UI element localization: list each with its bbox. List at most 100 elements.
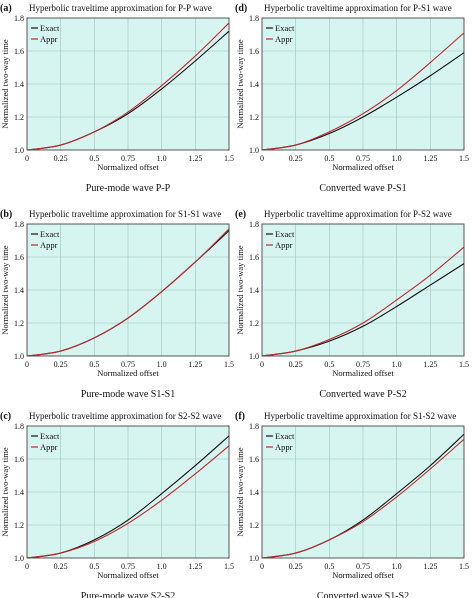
y-tick-label: 1.8 [14, 422, 24, 431]
x-tick-label: 0.25 [289, 562, 303, 571]
x-axis-label: Normalized offset [332, 368, 394, 378]
series-line-appr [261, 32, 465, 151]
y-axis-label: Normalized two-way time [235, 39, 245, 128]
chart-title: Hyperbolic traveltime approximation for … [264, 411, 456, 421]
panel-caption: Pure-mode wave S1-S1 [81, 389, 175, 400]
x-tick-label: 0.25 [54, 562, 68, 571]
legend-label-exact: Exact [40, 229, 60, 239]
y-tick-label: 1.6 [14, 47, 24, 56]
chart-panel-a: (a) Hyperbolic traveltime approximation f… [0, 3, 234, 194]
x-tick-label: 0 [25, 562, 29, 571]
series-line-appr [261, 246, 465, 357]
panel-label: (b) [0, 209, 12, 220]
legend-label-exact: Exact [40, 431, 60, 441]
y-tick-label: 1.4 [249, 80, 259, 89]
y-tick-label: 1.6 [249, 253, 259, 262]
y-tick-label: 1.0 [249, 146, 259, 155]
x-tick-label: 1.0 [157, 562, 167, 571]
y-tick-label: 1.4 [14, 80, 24, 89]
y-tick-label: 1.2 [14, 113, 24, 122]
panel-label: (c) [0, 411, 11, 422]
panel-label: (d) [235, 3, 247, 14]
x-tick-label: 0.75 [356, 154, 370, 163]
x-tick-label: 1.0 [392, 154, 402, 163]
chart-panel-f: (f) Hyperbolic traveltime approximation f… [235, 411, 469, 598]
x-tick-label: 0.75 [356, 562, 370, 571]
plot-frame [26, 17, 230, 151]
y-tick-label: 1.2 [249, 319, 259, 328]
y-tick-label: 1.6 [249, 47, 259, 56]
y-tick-label: 1.2 [249, 113, 259, 122]
x-tick-label: 0.5 [324, 154, 334, 163]
x-tick-label: 0.5 [324, 562, 334, 571]
chart-panel-c: (c) Hyperbolic traveltime approximation f… [0, 411, 234, 598]
y-tick-label: 1.8 [14, 220, 24, 229]
chart-panel-b: (b) Hyperbolic traveltime approximation f… [0, 209, 234, 400]
panel-caption: Pure-mode wave S2-S2 [81, 591, 175, 598]
x-tick-label: 0 [260, 154, 264, 163]
x-tick-label: 1.0 [157, 360, 167, 369]
legend-label-exact: Exact [40, 23, 60, 33]
x-tick-label: 1.25 [423, 562, 437, 571]
x-axis-label: Normalized offset [332, 162, 394, 172]
x-tick-label: 0.5 [89, 154, 99, 163]
y-axis-label: Normalized two-way time [0, 447, 10, 536]
chart-title: Hyperbolic traveltime approximation for … [29, 209, 221, 219]
legend-label-appr: Appr [40, 240, 58, 250]
x-tick-label: 0.25 [54, 154, 68, 163]
plot-frame [261, 425, 465, 559]
plot-frame [261, 17, 465, 151]
x-tick-label: 0.75 [121, 360, 135, 369]
x-tick-label: 1.5 [224, 360, 234, 369]
series-line-appr [26, 22, 230, 151]
x-tick-label: 1.25 [188, 562, 202, 571]
legend-label-appr: Appr [275, 34, 293, 44]
y-tick-label: 1.8 [249, 422, 259, 431]
legend-label-exact: Exact [275, 229, 295, 239]
x-axis-label: Normalized offset [97, 368, 159, 378]
series-line-appr [26, 445, 230, 559]
x-tick-label: 0.25 [54, 360, 68, 369]
series-line-appr [26, 228, 230, 357]
x-axis-label: Normalized offset [97, 570, 159, 580]
x-tick-label: 0.25 [289, 360, 303, 369]
x-tick-label: 1.25 [188, 154, 202, 163]
y-tick-label: 1.8 [249, 14, 259, 23]
series-line-appr [261, 438, 465, 559]
x-tick-label: 0.25 [289, 154, 303, 163]
legend-label-exact: Exact [275, 431, 295, 441]
x-tick-label: 1.25 [423, 360, 437, 369]
x-tick-label: 1.5 [224, 154, 234, 163]
x-tick-label: 0.75 [121, 154, 135, 163]
y-tick-label: 1.2 [14, 319, 24, 328]
legend-label-appr: Appr [275, 240, 293, 250]
y-axis-label: Normalized two-way time [235, 447, 245, 536]
panel-label: (f) [235, 411, 245, 422]
legend-label-appr: Appr [40, 34, 58, 44]
y-tick-label: 1.0 [14, 146, 24, 155]
y-tick-label: 1.8 [14, 14, 24, 23]
x-tick-label: 0.5 [324, 360, 334, 369]
x-tick-label: 0.75 [356, 360, 370, 369]
x-tick-label: 0 [25, 154, 29, 163]
y-tick-label: 1.0 [249, 352, 259, 361]
panel-caption: Converted wave P-S1 [319, 183, 406, 194]
x-axis-label: Normalized offset [332, 570, 394, 580]
x-tick-label: 1.5 [459, 360, 469, 369]
panel-label: (e) [235, 209, 246, 220]
y-tick-label: 1.0 [14, 554, 24, 563]
x-tick-label: 1.25 [188, 360, 202, 369]
panel-label: (a) [0, 3, 12, 14]
panel-caption: Converted wave P-S2 [319, 389, 406, 400]
y-tick-label: 1.4 [14, 488, 24, 497]
y-tick-label: 1.4 [249, 286, 259, 295]
x-tick-label: 1.5 [459, 154, 469, 163]
x-tick-label: 1.5 [224, 562, 234, 571]
x-tick-label: 0.75 [121, 562, 135, 571]
x-tick-label: 0 [25, 360, 29, 369]
y-tick-label: 1.0 [249, 554, 259, 563]
plot-frame [261, 223, 465, 357]
y-tick-label: 1.0 [14, 352, 24, 361]
chart-panel-d: (d) Hyperbolic traveltime approximation f… [235, 3, 469, 194]
chart-panel-e: (e) Hyperbolic traveltime approximation f… [235, 209, 469, 400]
